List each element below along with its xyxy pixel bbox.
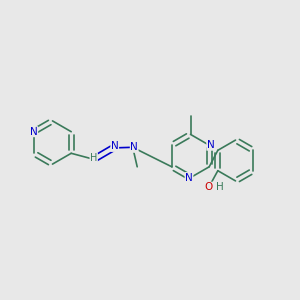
- Text: O: O: [205, 182, 213, 192]
- Text: H: H: [90, 153, 98, 163]
- Text: N: N: [207, 140, 214, 150]
- Text: N: N: [130, 142, 138, 152]
- Text: N: N: [111, 141, 119, 152]
- Text: N: N: [185, 172, 193, 183]
- Text: H: H: [216, 182, 224, 192]
- Text: N: N: [30, 127, 38, 137]
